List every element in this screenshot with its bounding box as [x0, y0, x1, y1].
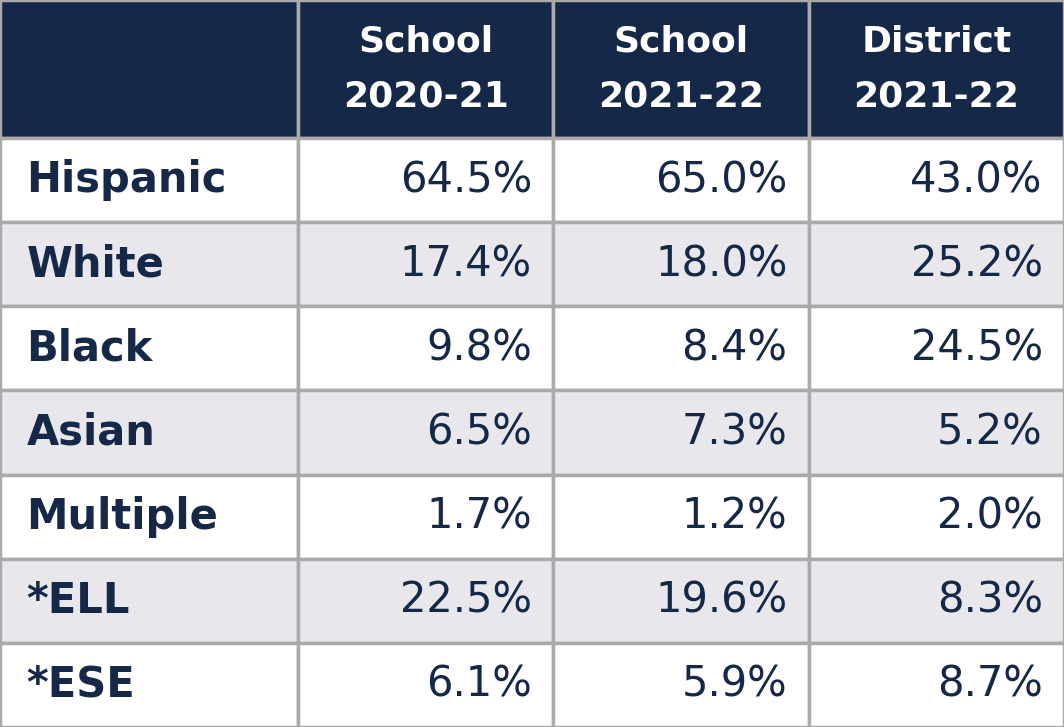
Text: *ESE: *ESE [27, 664, 135, 706]
Text: 8.3%: 8.3% [936, 579, 1043, 622]
Text: Asian: Asian [27, 411, 155, 454]
Text: 6.1%: 6.1% [427, 664, 532, 706]
Bar [298, 138, 553, 222]
Text: 43.0%: 43.0% [911, 159, 1043, 201]
Bar [298, 475, 553, 558]
Bar [298, 0, 553, 138]
Text: 17.4%: 17.4% [400, 244, 532, 285]
Text: 7.3%: 7.3% [682, 411, 787, 454]
Text: Hispanic: Hispanic [27, 159, 227, 201]
Text: 1.2%: 1.2% [682, 496, 787, 538]
Text: White: White [27, 244, 165, 285]
Text: 22.5%: 22.5% [400, 579, 532, 622]
Bar [809, 643, 1064, 727]
Bar [553, 475, 809, 558]
Bar [553, 222, 809, 306]
Bar [809, 306, 1064, 390]
Bar [298, 558, 553, 643]
Bar [553, 643, 809, 727]
Bar [809, 390, 1064, 475]
Text: *ELL: *ELL [27, 579, 130, 622]
Bar [0, 0, 298, 138]
Text: Multiple: Multiple [27, 496, 218, 538]
Bar [0, 138, 298, 222]
Text: 2021-22: 2021-22 [853, 80, 1019, 113]
Text: 24.5%: 24.5% [911, 327, 1043, 369]
Bar [0, 306, 298, 390]
Text: 8.7%: 8.7% [937, 664, 1043, 706]
Bar [809, 0, 1064, 138]
Bar [553, 306, 809, 390]
Bar [809, 475, 1064, 558]
Text: 19.6%: 19.6% [655, 579, 787, 622]
Text: 18.0%: 18.0% [655, 244, 787, 285]
Bar [809, 222, 1064, 306]
Bar [298, 390, 553, 475]
Text: 8.4%: 8.4% [681, 327, 787, 369]
Text: 65.0%: 65.0% [655, 159, 787, 201]
Text: 9.8%: 9.8% [427, 327, 532, 369]
Text: 25.2%: 25.2% [911, 244, 1043, 285]
Bar [0, 643, 298, 727]
Text: 64.5%: 64.5% [400, 159, 532, 201]
Bar [298, 643, 553, 727]
Text: 5.9%: 5.9% [682, 664, 787, 706]
Bar [809, 138, 1064, 222]
Text: 1.7%: 1.7% [427, 496, 532, 538]
Text: School: School [359, 25, 493, 58]
Bar [0, 558, 298, 643]
Bar [553, 558, 809, 643]
Bar [0, 222, 298, 306]
Bar [0, 475, 298, 558]
Bar [553, 0, 809, 138]
Bar [553, 138, 809, 222]
Text: 2021-22: 2021-22 [598, 80, 764, 113]
Bar [809, 558, 1064, 643]
Bar [298, 222, 553, 306]
Bar [0, 390, 298, 475]
Text: Black: Black [27, 327, 153, 369]
Text: 2.0%: 2.0% [937, 496, 1043, 538]
Text: 6.5%: 6.5% [427, 411, 532, 454]
Text: 2020-21: 2020-21 [343, 80, 509, 113]
Text: 5.2%: 5.2% [937, 411, 1043, 454]
Bar [553, 390, 809, 475]
Text: School: School [614, 25, 748, 58]
Text: District: District [861, 25, 1012, 58]
Bar [298, 306, 553, 390]
